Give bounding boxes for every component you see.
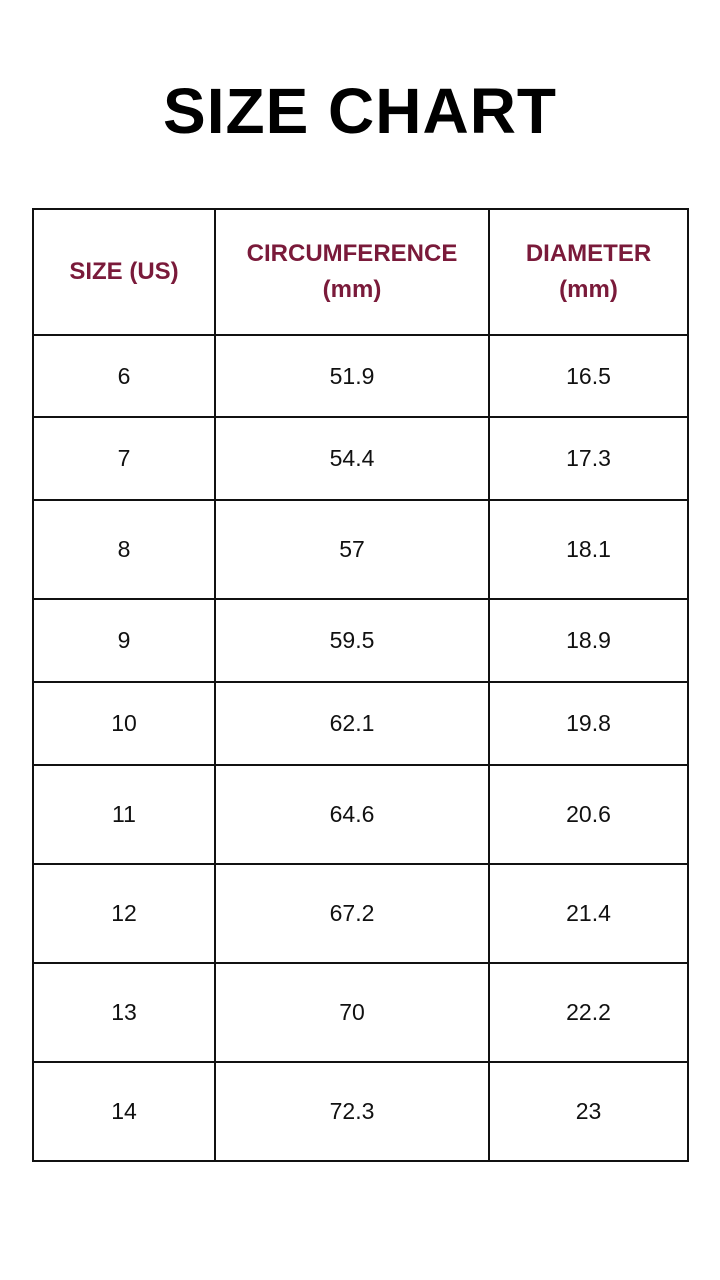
header-diameter: DIAMETER (mm)	[488, 208, 689, 336]
size-cell: 14	[32, 1061, 216, 1162]
page-title: SIZE CHART	[163, 75, 557, 147]
table-row: 14 72.3 23	[32, 1061, 689, 1162]
circumference-cell: 59.5	[214, 598, 490, 683]
diameter-cell: 18.9	[488, 598, 689, 683]
diameter-cell: 21.4	[488, 863, 689, 964]
header-size: SIZE (US)	[32, 208, 216, 336]
circumference-cell: 54.4	[214, 416, 490, 501]
table-row: 13 70 22.2	[32, 962, 689, 1063]
size-chart-table: SIZE (US) CIRCUMFERENCE (mm) DIAMETER (mm)…	[32, 208, 689, 1162]
diameter-cell: 17.3	[488, 416, 689, 501]
header-label: DIAMETER	[525, 240, 652, 267]
circumference-cell: 70	[214, 962, 490, 1063]
table-row: 12 67.2 21.4	[32, 863, 689, 964]
size-cell: 9	[32, 598, 216, 683]
header-unit: (mm)	[559, 276, 618, 303]
table-row: 6 51.9 16.5	[32, 334, 689, 418]
diameter-cell: 20.6	[488, 764, 689, 865]
circumference-cell: 64.6	[214, 764, 490, 865]
diameter-cell: 19.8	[488, 681, 689, 766]
size-cell: 13	[32, 962, 216, 1063]
size-cell: 7	[32, 416, 216, 501]
circumference-cell: 57	[214, 499, 490, 600]
circumference-cell: 62.1	[214, 681, 490, 766]
circumference-cell: 72.3	[214, 1061, 490, 1162]
diameter-cell: 23	[488, 1061, 689, 1162]
diameter-cell: 16.5	[488, 334, 689, 418]
size-cell: 8	[32, 499, 216, 600]
diameter-cell: 18.1	[488, 499, 689, 600]
header-label: SIZE (US)	[69, 258, 179, 285]
size-cell: 10	[32, 681, 216, 766]
table-row: 9 59.5 18.9	[32, 598, 689, 683]
circumference-cell: 51.9	[214, 334, 490, 418]
header-unit: (mm)	[322, 276, 382, 303]
size-cell: 11	[32, 764, 216, 865]
header-circumference: CIRCUMFERENCE (mm)	[214, 208, 490, 336]
header-row: SIZE (US) CIRCUMFERENCE (mm) DIAMETER (mm)	[32, 208, 689, 336]
size-cell: 6	[32, 334, 216, 418]
header-label: CIRCUMFERENCE	[246, 240, 458, 267]
table-row: 7 54.4 17.3	[32, 416, 689, 501]
table-row: 11 64.6 20.6	[32, 764, 689, 865]
table-row: 8 57 18.1	[32, 499, 689, 600]
table-row: 10 62.1 19.8	[32, 681, 689, 766]
circumference-cell: 67.2	[214, 863, 490, 964]
size-cell: 12	[32, 863, 216, 964]
diameter-cell: 22.2	[488, 962, 689, 1063]
